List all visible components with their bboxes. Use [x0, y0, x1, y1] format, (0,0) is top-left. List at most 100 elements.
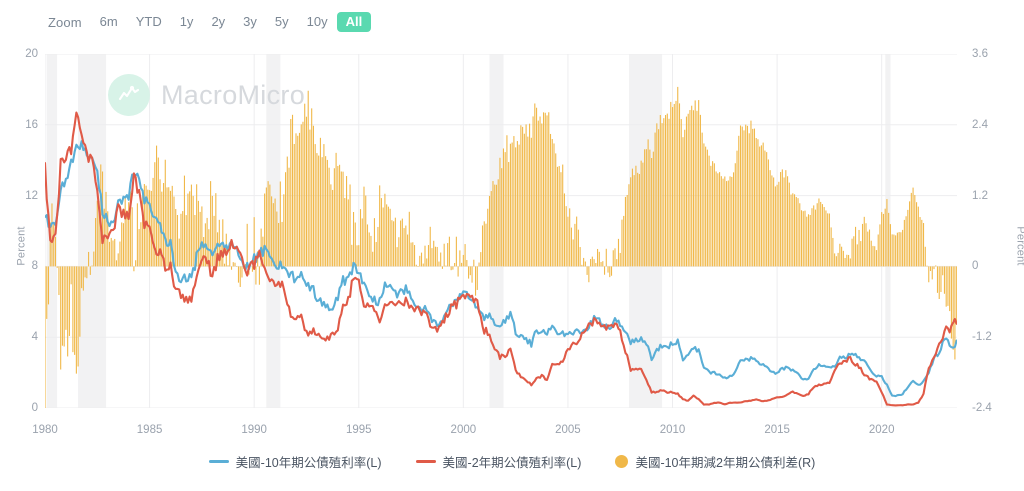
- spread-bar: [407, 234, 409, 267]
- spread-bar: [98, 200, 100, 267]
- y-right-tick: -1.2: [972, 331, 992, 344]
- spread-bar: [651, 158, 653, 267]
- legend-line-marker: [415, 460, 436, 463]
- spread-bar: [312, 125, 314, 267]
- spread-bar: [506, 135, 508, 267]
- spread-bar: [943, 266, 945, 294]
- spread-bar: [931, 266, 933, 280]
- spread-bar: [787, 176, 789, 267]
- spread-bar: [729, 176, 731, 267]
- spread-bar: [258, 266, 260, 285]
- zoom-button-all[interactable]: All: [336, 12, 372, 32]
- spread-bar: [285, 172, 287, 267]
- zoom-button-6m[interactable]: 6m: [99, 14, 118, 29]
- spread-bar: [612, 250, 614, 267]
- spread-bar: [701, 132, 703, 267]
- spread-bar: [551, 138, 553, 267]
- x-tick: 2020: [868, 424, 895, 436]
- legend-us-10y[interactable]: 美國-10年期公債殖利率(L): [208, 452, 382, 471]
- spread-bar: [239, 266, 241, 287]
- spread-bar: [534, 103, 536, 267]
- spread-bar: [954, 266, 956, 360]
- spread-bar: [410, 242, 412, 267]
- spread-bar: [799, 203, 801, 267]
- spread-bar: [914, 195, 916, 267]
- spread-bar: [806, 216, 808, 267]
- spread-bar: [46, 266, 48, 319]
- spread-bar: [403, 228, 405, 267]
- spread-bar: [917, 206, 919, 267]
- spread-bar: [569, 208, 571, 267]
- y-left-tick: 4: [31, 331, 38, 344]
- spread-bar: [764, 150, 766, 267]
- zoom-button-2y[interactable]: 2y: [211, 14, 226, 29]
- spread-bar: [471, 266, 473, 283]
- spread-bar: [720, 176, 722, 267]
- y-right-tick: -2.4: [972, 402, 992, 414]
- y-right-tick: 0: [972, 260, 979, 273]
- spread-bar: [79, 266, 81, 337]
- x-tick: 2015: [764, 424, 790, 436]
- spread-bar: [868, 229, 871, 267]
- spread-bar: [912, 187, 914, 267]
- spread-bar: [752, 128, 754, 267]
- spread-bar: [940, 266, 942, 293]
- spread-bar: [708, 155, 710, 267]
- spread-bar: [70, 266, 72, 285]
- spread-bar: [952, 266, 954, 350]
- spread-bar: [621, 219, 623, 267]
- zoom-button-10y[interactable]: 10y: [306, 14, 328, 29]
- spread-bar: [722, 178, 724, 267]
- spread-bar: [938, 266, 940, 299]
- plot-area[interactable]: [45, 54, 957, 408]
- spread-bar: [286, 156, 288, 267]
- zoom-button-ytd[interactable]: YTD: [135, 14, 162, 29]
- legend-label: 美國-2年期公債殖利率(L): [442, 456, 582, 470]
- spread-bar: [910, 192, 912, 267]
- spread-bar: [694, 100, 696, 267]
- spread-bar: [696, 110, 698, 267]
- spread-bar: [358, 245, 360, 267]
- x-axis-ticks: 1980 1985 1990 1995 2000 2005 2010 2015 2020: [0, 424, 1024, 442]
- zoom-button-3y[interactable]: 3y: [243, 14, 257, 29]
- spread-bar: [584, 261, 586, 267]
- legend-dot-marker: [615, 455, 629, 468]
- spread-bar: [455, 236, 457, 267]
- zoom-range-toolbar: Zoom 6m YTD 1y 2y 3y 5y 10y All: [48, 11, 372, 33]
- y-left-tick: 8: [31, 260, 38, 273]
- spread-bar: [150, 190, 152, 267]
- legend-us-2y[interactable]: 美國-2年期公債殖利率(L): [415, 452, 582, 471]
- spread-bar: [288, 167, 290, 267]
- spread-bar: [314, 144, 316, 267]
- spread-bar: [867, 231, 869, 267]
- spread-bar: [513, 136, 515, 267]
- x-tick: 1990: [241, 424, 267, 436]
- spread-bar: [405, 225, 407, 267]
- spread-bar: [129, 191, 131, 267]
- spread-bar: [903, 219, 905, 267]
- spread-bar: [370, 235, 372, 267]
- spread-bar: [443, 243, 445, 267]
- spread-bar: [508, 162, 510, 267]
- spread-bar: [692, 110, 694, 267]
- spread-bar: [356, 245, 358, 267]
- spread-bar: [837, 252, 839, 267]
- spread-bar: [168, 187, 170, 267]
- spread-bar: [237, 266, 240, 283]
- zoom-label: Zoom: [48, 14, 82, 30]
- spread-bar: [705, 146, 707, 267]
- spread-bar: [197, 200, 199, 267]
- zoom-button-5y[interactable]: 5y: [274, 14, 289, 29]
- spread-bar: [461, 262, 463, 267]
- spread-bar: [122, 223, 124, 267]
- spread-bar: [189, 191, 191, 267]
- spread-bar: [373, 218, 375, 267]
- zoom-button-1y[interactable]: 1y: [179, 14, 194, 29]
- spread-bar: [942, 266, 944, 276]
- spread-bar: [246, 223, 248, 267]
- spread-bar: [637, 172, 639, 267]
- spread-bar: [945, 266, 947, 307]
- spread-bar: [907, 209, 909, 267]
- spread-bar: [588, 266, 590, 283]
- legend-spread[interactable]: 美國-10年期減2年期公債利差(R): [615, 452, 815, 471]
